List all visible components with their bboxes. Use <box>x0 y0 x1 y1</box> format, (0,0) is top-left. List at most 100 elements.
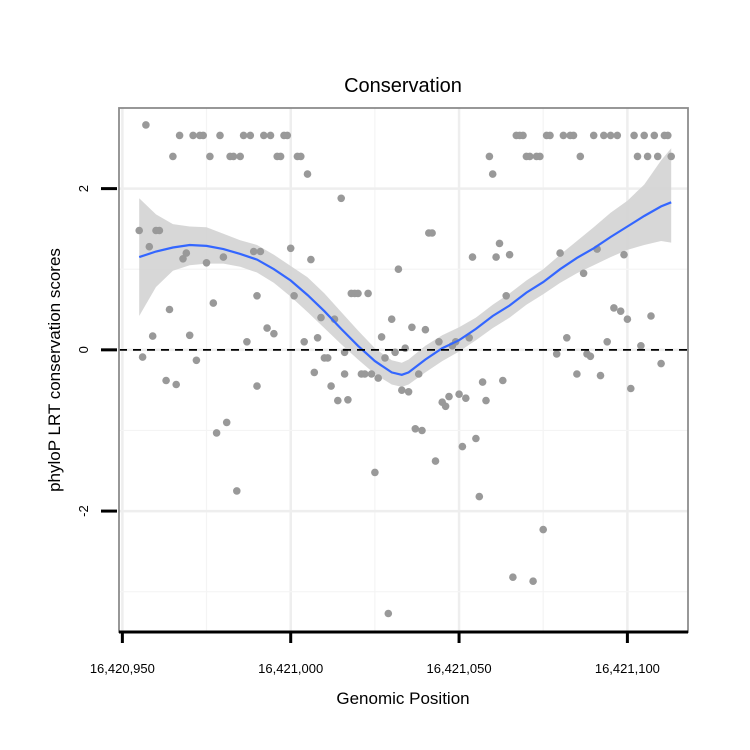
data-point <box>260 131 268 140</box>
data-point <box>623 315 632 324</box>
data-point <box>155 226 164 235</box>
data-point <box>475 492 484 501</box>
data-point <box>145 242 154 251</box>
data-point <box>435 338 443 346</box>
data-point <box>138 353 147 361</box>
data-point <box>485 152 494 161</box>
data-point <box>374 374 383 382</box>
data-point <box>589 131 598 140</box>
data-point <box>596 371 605 380</box>
data-point <box>559 131 568 140</box>
confidence-band <box>139 148 672 387</box>
data-point <box>643 152 652 161</box>
data-point <box>286 244 295 253</box>
y-tick-label: 2 <box>76 185 91 192</box>
confidence-band-area <box>139 148 672 387</box>
data-point <box>579 269 588 278</box>
y-axis: -2 0 2 <box>76 185 117 517</box>
data-point <box>175 131 184 140</box>
data-point <box>404 388 413 396</box>
data-point <box>428 229 436 237</box>
x-tick-label: 16,420,950 <box>90 661 155 676</box>
data-point <box>441 402 450 411</box>
data-point <box>239 131 248 140</box>
data-point <box>509 573 517 581</box>
data-point <box>172 380 180 389</box>
smooth-line <box>138 201 672 376</box>
data-point <box>135 226 143 235</box>
data-point <box>468 253 477 261</box>
data-point <box>630 131 638 140</box>
data-point <box>600 131 608 140</box>
data-point <box>216 131 224 140</box>
data-point <box>573 370 581 378</box>
data-point <box>414 370 423 378</box>
data-point <box>334 396 342 405</box>
data-point <box>185 331 194 340</box>
data-point <box>384 609 393 618</box>
data-point <box>633 152 642 161</box>
data-point <box>300 338 309 346</box>
data-point <box>610 304 618 312</box>
data-point <box>307 255 315 264</box>
data-point <box>323 354 332 362</box>
data-point <box>253 292 261 300</box>
data-point <box>361 370 369 378</box>
data-point <box>613 131 622 140</box>
data-point <box>657 359 665 368</box>
chart-title: Conservation <box>344 75 462 97</box>
data-point <box>229 152 238 161</box>
x-tick-label: 16,421,100 <box>595 661 660 676</box>
grid-lines <box>119 108 688 632</box>
data-point <box>202 259 211 267</box>
data-point <box>640 131 648 140</box>
data-point <box>502 292 511 300</box>
data-point <box>364 289 372 298</box>
data-point <box>411 425 420 433</box>
data-point <box>290 292 298 300</box>
y-tick-label: 0 <box>76 346 91 353</box>
data-point <box>189 131 197 140</box>
y-tick-label: -2 <box>76 505 91 517</box>
data-point <box>381 354 389 362</box>
data-point <box>526 152 534 161</box>
data-point <box>492 253 500 261</box>
data-point <box>313 334 322 342</box>
data-point <box>246 131 255 140</box>
data-point <box>387 315 396 324</box>
data-points <box>135 121 675 618</box>
data-point <box>148 332 157 340</box>
data-point <box>276 152 285 161</box>
data-point <box>371 468 379 477</box>
data-point <box>340 370 349 378</box>
x-axis-title: Genomic Position <box>336 689 469 708</box>
data-point <box>249 247 258 256</box>
data-point <box>219 253 228 261</box>
data-point <box>162 376 170 385</box>
data-point <box>539 525 547 534</box>
x-tick-label: 16,421,000 <box>258 661 323 676</box>
data-point <box>445 392 453 401</box>
data-point <box>165 305 174 314</box>
data-point <box>536 152 544 161</box>
data-point <box>606 131 615 140</box>
data-point <box>499 376 507 385</box>
data-point <box>462 394 470 403</box>
y-axis-title: phyloP LRT conservation scores <box>45 248 64 492</box>
data-point <box>546 131 554 140</box>
data-point <box>519 131 527 140</box>
data-point <box>667 152 675 161</box>
data-point <box>455 390 463 399</box>
data-point <box>664 131 672 140</box>
data-point <box>317 313 325 322</box>
data-point <box>169 152 177 161</box>
data-point <box>394 265 403 274</box>
data-point <box>182 249 191 257</box>
data-point <box>505 250 514 259</box>
data-point <box>586 352 595 361</box>
data-point <box>266 131 275 140</box>
x-tick-label: 16,421,050 <box>427 661 492 676</box>
data-point <box>637 342 645 350</box>
data-point <box>303 170 312 178</box>
data-point <box>650 131 659 140</box>
